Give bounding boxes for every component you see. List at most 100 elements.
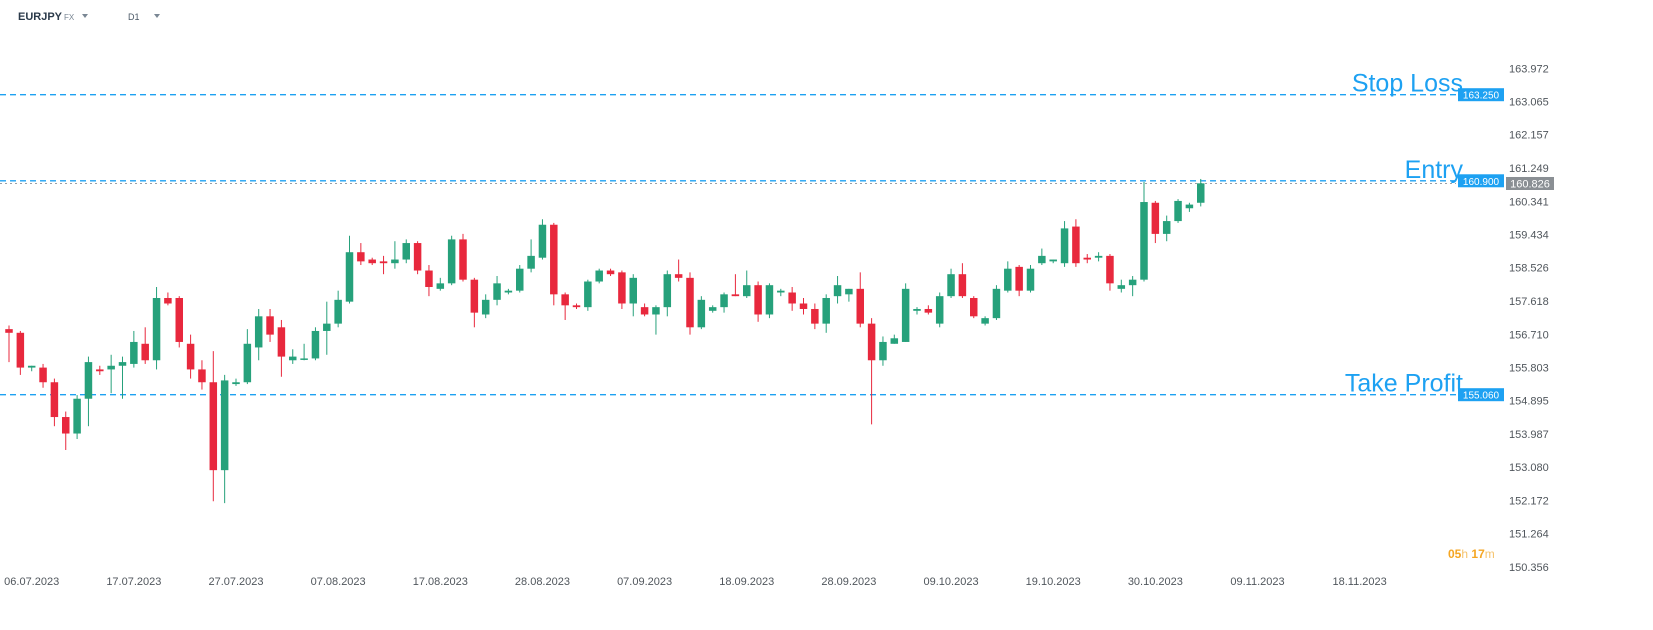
- candle-body[interactable]: [822, 297, 830, 324]
- candle-body[interactable]: [629, 277, 638, 304]
- candle-body[interactable]: [1174, 200, 1182, 222]
- candle-body[interactable]: [958, 274, 967, 297]
- candle-body[interactable]: [289, 356, 297, 361]
- candle-body[interactable]: [334, 299, 342, 324]
- candle-body[interactable]: [833, 285, 842, 297]
- candle-body[interactable]: [550, 224, 558, 295]
- candle-body[interactable]: [402, 243, 411, 260]
- candle-body[interactable]: [118, 362, 127, 366]
- candle-body[interactable]: [27, 365, 36, 368]
- candle-body[interactable]: [266, 316, 274, 335]
- candle-body[interactable]: [96, 369, 104, 372]
- candle-body[interactable]: [1185, 204, 1194, 209]
- candle-body[interactable]: [1015, 266, 1023, 291]
- candle-body[interactable]: [856, 288, 865, 324]
- candle-body[interactable]: [39, 367, 47, 383]
- timeframe-label[interactable]: D1: [128, 12, 140, 22]
- candle-body[interactable]: [572, 305, 581, 308]
- candle-body[interactable]: [425, 270, 433, 288]
- candle-body[interactable]: [1060, 228, 1069, 264]
- candle-body[interactable]: [970, 297, 978, 317]
- candle-body[interactable]: [1162, 221, 1171, 234]
- candle-body[interactable]: [618, 272, 626, 304]
- candle-body[interactable]: [84, 362, 93, 399]
- candle-body[interactable]: [357, 252, 365, 262]
- candle-body[interactable]: [232, 382, 240, 385]
- candle-body[interactable]: [879, 341, 887, 361]
- candle-body[interactable]: [867, 323, 876, 361]
- candle-body[interactable]: [345, 252, 354, 302]
- candle-body[interactable]: [243, 343, 252, 383]
- candle-body[interactable]: [254, 316, 263, 348]
- candle-body[interactable]: [1094, 255, 1103, 258]
- candle-body[interactable]: [16, 332, 25, 368]
- candle-body[interactable]: [788, 292, 796, 304]
- candle-body[interactable]: [1026, 268, 1035, 291]
- candle-body[interactable]: [1072, 226, 1080, 264]
- candle-body[interactable]: [754, 285, 762, 315]
- candle-body[interactable]: [50, 382, 59, 418]
- candle-body[interactable]: [1106, 255, 1114, 284]
- candle-body[interactable]: [777, 290, 785, 293]
- candle-body[interactable]: [1151, 202, 1160, 234]
- symbol-dropdown-icon[interactable]: [82, 14, 88, 18]
- candle-body[interactable]: [413, 243, 422, 271]
- candle-body[interactable]: [1049, 259, 1057, 262]
- candle-body[interactable]: [447, 239, 456, 284]
- candle-body[interactable]: [799, 303, 808, 309]
- timeframe-dropdown-icon[interactable]: [154, 14, 160, 18]
- candle-body[interactable]: [198, 369, 206, 383]
- candle-body[interactable]: [561, 294, 569, 306]
- candle-body[interactable]: [152, 297, 161, 361]
- candle-body[interactable]: [890, 338, 899, 344]
- candle-body[interactable]: [1004, 268, 1012, 291]
- symbol-label[interactable]: EURJPY: [18, 11, 63, 23]
- candle-body[interactable]: [164, 297, 172, 304]
- candle-body[interactable]: [981, 318, 989, 324]
- candle-body[interactable]: [1197, 183, 1205, 203]
- candle-body[interactable]: [595, 270, 603, 282]
- candle-body[interactable]: [130, 341, 138, 364]
- candle-body[interactable]: [652, 307, 660, 315]
- candle-body[interactable]: [811, 308, 819, 324]
- candle-body[interactable]: [913, 308, 921, 311]
- candle-body[interactable]: [379, 261, 388, 264]
- candle-body[interactable]: [300, 358, 308, 360]
- candle-body[interactable]: [538, 224, 547, 258]
- candle-body[interactable]: [436, 283, 445, 289]
- candle-body[interactable]: [1083, 257, 1092, 260]
- candle-body[interactable]: [73, 398, 81, 434]
- candle-body[interactable]: [924, 308, 933, 313]
- candle-body[interactable]: [459, 239, 467, 280]
- candle-body[interactable]: [720, 294, 728, 308]
- candle-body[interactable]: [62, 417, 70, 434]
- candle-body[interactable]: [311, 330, 320, 359]
- candle-body[interactable]: [470, 279, 479, 313]
- candle-body[interactable]: [1038, 255, 1046, 264]
- candle-body[interactable]: [697, 299, 706, 328]
- candle-body[interactable]: [731, 294, 740, 297]
- candle-body[interactable]: [141, 343, 149, 361]
- candle-body[interactable]: [743, 285, 751, 297]
- candle-body[interactable]: [5, 329, 13, 333]
- candle-body[interactable]: [107, 365, 115, 370]
- candle-body[interactable]: [663, 274, 672, 308]
- candle-body[interactable]: [935, 296, 944, 324]
- candle-body[interactable]: [640, 307, 649, 315]
- candle-body[interactable]: [209, 382, 218, 471]
- candle-body[interactable]: [901, 288, 910, 342]
- candle-body[interactable]: [992, 288, 1001, 319]
- candle-body[interactable]: [277, 327, 286, 357]
- candle-body[interactable]: [175, 297, 184, 342]
- candle-body[interactable]: [765, 285, 774, 315]
- candle-body[interactable]: [323, 323, 331, 331]
- candle-body[interactable]: [493, 283, 501, 300]
- candle-body[interactable]: [220, 380, 229, 471]
- candle-body[interactable]: [186, 343, 195, 370]
- candle-body[interactable]: [947, 274, 955, 297]
- candle-body[interactable]: [504, 290, 513, 293]
- candle-body[interactable]: [481, 299, 490, 315]
- candle-body[interactable]: [708, 307, 717, 311]
- candle-body[interactable]: [584, 281, 592, 308]
